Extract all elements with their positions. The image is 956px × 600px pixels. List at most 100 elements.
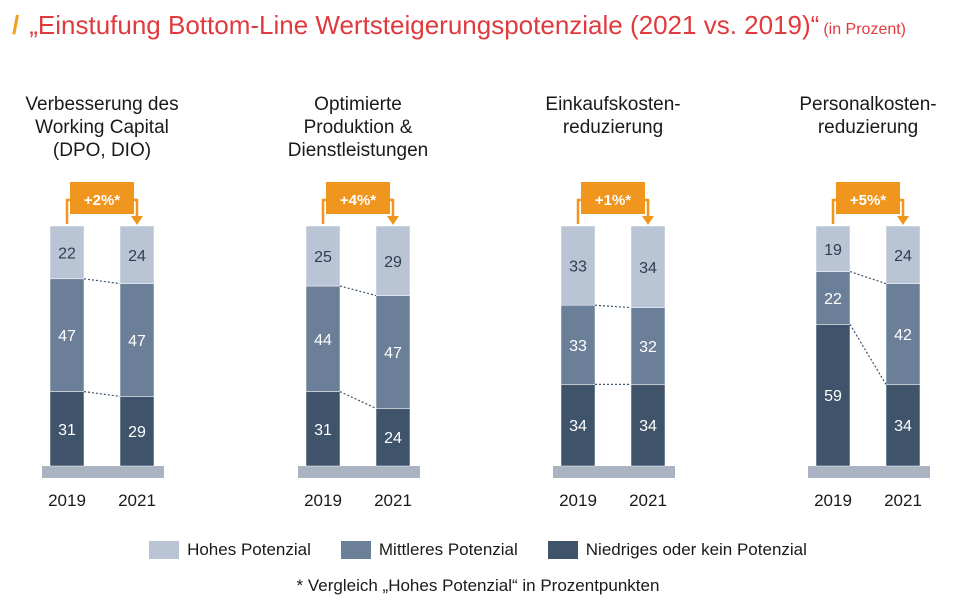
x-tick-label: 2019 bbox=[559, 491, 597, 510]
panel-title: Einkaufskosten-reduzierung bbox=[508, 93, 718, 139]
legend-swatch-niedriges bbox=[547, 541, 578, 559]
panel-title: Verbesserung des Working Capital (DPO, DIO… bbox=[0, 93, 207, 162]
data-label: 25 bbox=[314, 249, 332, 266]
connector-line bbox=[83, 391, 121, 397]
change-badge-label: +2%* bbox=[84, 192, 120, 209]
footnote: * Vergleich „Hohes Potenzial“ in Prozent… bbox=[296, 576, 660, 595]
data-label: 47 bbox=[128, 333, 146, 350]
panel-title-line: Einkaufskosten- bbox=[545, 94, 681, 115]
panel-title-line: Working Capital bbox=[35, 117, 169, 138]
data-label: 44 bbox=[314, 332, 332, 349]
panel-title-line: Produktion & bbox=[303, 117, 413, 138]
change-badge bbox=[836, 182, 900, 214]
connector-line bbox=[849, 271, 887, 285]
title-slash: / bbox=[12, 10, 20, 40]
legend-item-hohes: Hohes Potenzial bbox=[149, 540, 311, 560]
data-label: 22 bbox=[58, 245, 76, 262]
connector-line bbox=[849, 324, 887, 385]
panel-title: Optimierte Produktion & Dienstleistungen bbox=[253, 93, 463, 162]
bracket-arrowhead bbox=[131, 216, 143, 225]
connector-line bbox=[339, 391, 377, 409]
panel-title-line: (DPO, DIO) bbox=[52, 140, 152, 161]
bar-segment-mittleres bbox=[305, 285, 341, 392]
change-badge bbox=[326, 182, 390, 214]
bar-segment-mittleres bbox=[119, 283, 155, 397]
data-label: 42 bbox=[894, 327, 912, 344]
bracket-arrowhead bbox=[642, 216, 654, 225]
change-badge-label: +1%* bbox=[595, 192, 631, 209]
change-badge-label: +5%* bbox=[850, 192, 886, 209]
panel-title-line: reduzierung bbox=[562, 117, 664, 138]
title-unit: (in Prozent) bbox=[823, 21, 907, 38]
bar-segment-hohes bbox=[305, 225, 341, 287]
legend-label-mittleres: Mittleres Potenzial bbox=[378, 540, 518, 559]
panel-title-line: Dienstleistungen bbox=[287, 140, 429, 161]
bar-segment-niedriges bbox=[305, 391, 341, 467]
data-label: 24 bbox=[128, 248, 146, 265]
bar-segment-niedriges bbox=[49, 391, 85, 467]
data-label: 31 bbox=[314, 422, 332, 439]
panel-title-line: Optimierte bbox=[314, 94, 402, 115]
bar-segment-mittleres bbox=[885, 283, 921, 385]
x-tick-label: 2021 bbox=[374, 491, 412, 510]
bar-segment-mittleres bbox=[630, 307, 666, 385]
baseline-platform bbox=[298, 466, 420, 478]
bar-segment-hohes bbox=[885, 225, 921, 284]
connector-line bbox=[594, 304, 632, 309]
connector-line bbox=[83, 278, 121, 285]
x-tick-label: 2021 bbox=[118, 491, 156, 510]
legend-swatch-hohes bbox=[149, 541, 180, 559]
data-label: 24 bbox=[894, 248, 912, 265]
legend: Hohes Potenzial Mittleres Potenzial Nied… bbox=[0, 540, 956, 560]
change-badge bbox=[70, 182, 134, 214]
x-tick-label: 2019 bbox=[48, 491, 86, 510]
bar-segment-niedriges bbox=[375, 408, 411, 467]
bracket-arrowhead bbox=[897, 216, 909, 225]
bar-segment-hohes bbox=[375, 225, 411, 296]
data-label: 33 bbox=[569, 259, 587, 276]
bar-segment-mittleres bbox=[375, 295, 411, 409]
data-label: 34 bbox=[639, 418, 657, 435]
legend-swatch-mittleres bbox=[340, 541, 371, 559]
x-tick-label: 2021 bbox=[884, 491, 922, 510]
data-label: 29 bbox=[128, 424, 146, 441]
data-label: 34 bbox=[639, 260, 657, 277]
data-label: 34 bbox=[569, 418, 587, 435]
baseline-platform bbox=[42, 466, 164, 478]
data-label: 22 bbox=[824, 291, 842, 308]
bar-segment-niedriges bbox=[630, 384, 666, 467]
bracket-arrowhead bbox=[387, 216, 399, 225]
x-tick-label: 2021 bbox=[629, 491, 667, 510]
bar-segment-hohes bbox=[49, 225, 85, 280]
data-label: 33 bbox=[569, 338, 587, 355]
x-tick-label: 2019 bbox=[814, 491, 852, 510]
x-tick-label: 2019 bbox=[304, 491, 342, 510]
bar-segment-mittleres bbox=[49, 278, 85, 392]
title-main: „Einstufung Bottom-Line Wertsteigerungsp… bbox=[29, 10, 820, 40]
data-label: 32 bbox=[639, 339, 657, 356]
legend-item-mittleres: Mittleres Potenzial bbox=[340, 540, 518, 560]
baseline-platform bbox=[808, 466, 930, 478]
panel-title-line: Personalkosten- bbox=[799, 94, 937, 115]
change-badge bbox=[581, 182, 645, 214]
bar-segment-niedriges bbox=[119, 396, 155, 467]
panel-title-line: Verbesserung des bbox=[25, 94, 179, 115]
bar-segment-mittleres bbox=[815, 271, 851, 325]
legend-label-niedriges: Niedriges oder kein Potenzial bbox=[585, 540, 807, 559]
bar-segment-hohes bbox=[815, 225, 851, 272]
bar-segment-hohes bbox=[560, 225, 596, 306]
data-label: 19 bbox=[824, 242, 842, 259]
data-label: 34 bbox=[894, 418, 912, 435]
bar-segment-hohes bbox=[119, 225, 155, 284]
data-label: 29 bbox=[384, 254, 402, 271]
panel-title: Personalkosten-reduzierung bbox=[763, 93, 956, 139]
change-badge-label: +4%* bbox=[340, 192, 376, 209]
data-label: 24 bbox=[384, 430, 402, 447]
data-label: 47 bbox=[58, 328, 76, 345]
legend-label-hohes: Hohes Potenzial bbox=[187, 540, 311, 559]
data-label: 31 bbox=[58, 422, 76, 439]
panel-title-line: reduzierung bbox=[817, 117, 919, 138]
baseline-platform bbox=[553, 466, 675, 478]
connector-line bbox=[339, 285, 377, 297]
